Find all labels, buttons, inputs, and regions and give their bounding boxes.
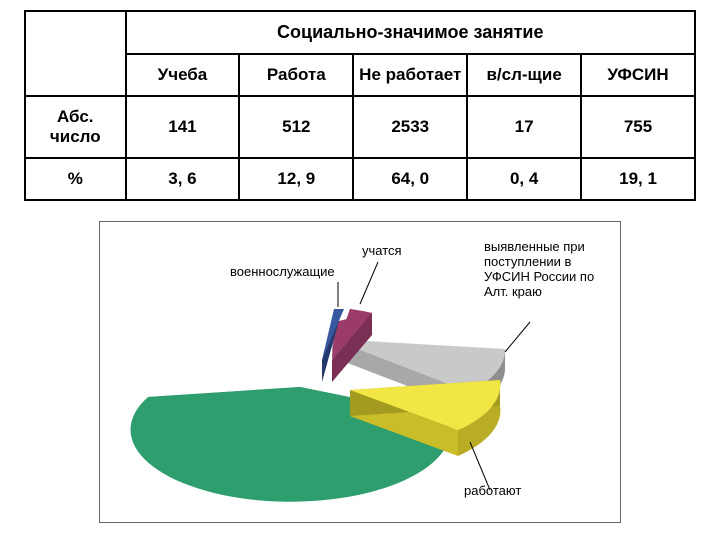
pie-chart: военнослужащие учатся выявленные при пос… [99, 221, 621, 523]
col-header: Работа [239, 54, 353, 96]
col-header: в/сл-щие [467, 54, 581, 96]
table-cell: 17 [467, 96, 581, 158]
row-header: Абс. число [25, 96, 126, 158]
label-not-working: не работают [190, 372, 265, 387]
label-ufsin: выявленные при поступлении в УФСИН Росси… [484, 240, 614, 300]
col-header: Учеба [126, 54, 240, 96]
table-cell: 2533 [353, 96, 467, 158]
table-corner [25, 11, 126, 96]
table-cell: 755 [581, 96, 695, 158]
label-working: работают [464, 484, 521, 499]
label-military: военнослужащие [230, 265, 335, 280]
row-header: % [25, 158, 126, 200]
col-header: Не работает [353, 54, 467, 96]
col-header: УФСИН [581, 54, 695, 96]
table-cell: 0, 4 [467, 158, 581, 200]
table-cell: 512 [239, 96, 353, 158]
table-cell: 12, 9 [239, 158, 353, 200]
table-cell: 3, 6 [126, 158, 240, 200]
table-cell: 64, 0 [353, 158, 467, 200]
occupation-table: Социально-значимое занятие Учеба Работа … [24, 10, 696, 201]
table-title: Социально-значимое занятие [126, 11, 696, 54]
table-cell: 141 [126, 96, 240, 158]
label-studying: учатся [362, 244, 402, 259]
table-cell: 19, 1 [581, 158, 695, 200]
